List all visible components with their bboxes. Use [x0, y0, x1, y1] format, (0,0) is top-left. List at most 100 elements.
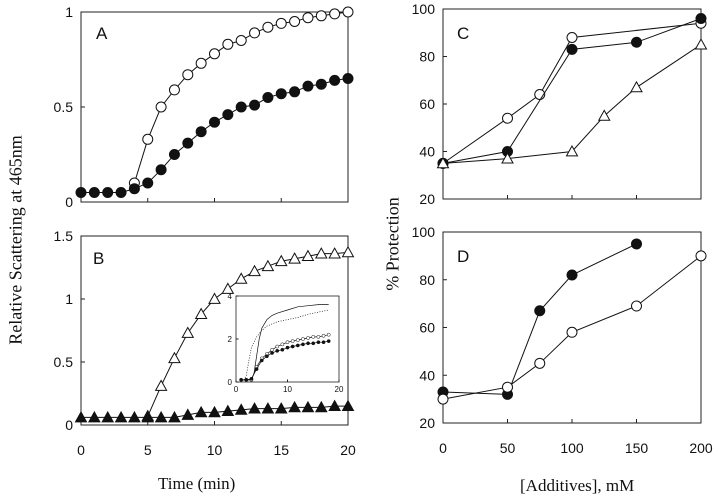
- data-point-filled-circles: [102, 187, 114, 198]
- series-line-filled-circles: [81, 78, 349, 193]
- data-point-filled-circles: [262, 92, 274, 103]
- data-point-filled-circles: [342, 73, 354, 84]
- y-tick-label: 1: [65, 4, 73, 20]
- right-x-axis-title: [Additives], mM: [520, 476, 635, 495]
- data-point-open-triangles: [436, 156, 450, 169]
- data-point-filled-circles: [244, 378, 249, 382]
- data-point-open-triangles: [314, 247, 328, 259]
- data-point-filled-circles: [695, 13, 707, 24]
- data-point-filled-triangles: [274, 402, 288, 414]
- data-point-filled-triangles: [141, 410, 155, 423]
- data-point-open-circles: [437, 393, 449, 405]
- data-point-filled-circles: [275, 88, 287, 100]
- y-tick-label: 0: [65, 194, 73, 210]
- data-point-filled-triangles: [288, 400, 301, 413]
- data-point-filled-circles: [326, 339, 331, 343]
- data-point-open-circles: [275, 344, 280, 349]
- panel-label-c: C: [457, 24, 470, 43]
- data-point-filled-triangles: [181, 408, 195, 420]
- data-point-filled-triangles: [101, 410, 115, 423]
- data-point-open-circles: [502, 112, 513, 124]
- plot-frame: [80, 11, 349, 203]
- data-point-filled-circles: [239, 378, 243, 382]
- data-point-open-circles: [195, 57, 207, 69]
- data-point-open-triangles: [694, 38, 708, 50]
- data-point-filled-circles: [75, 187, 87, 198]
- series-line-open-circles: [442, 255, 702, 400]
- data-point-open-triangles: [234, 272, 248, 284]
- data-point-open-circles: [695, 250, 707, 262]
- y-tick-label: 4: [228, 292, 233, 301]
- data-point-filled-circles: [301, 342, 305, 347]
- data-point-filled-triangles: [301, 400, 315, 413]
- data-point-open-circles: [631, 300, 642, 312]
- data-point-filled-triangles: [234, 403, 248, 415]
- panel-a: 00.51: [54, 4, 354, 210]
- x-tick-label: 20: [335, 385, 344, 394]
- series-line-open-triangles: [442, 44, 702, 164]
- data-point-open-triangles: [341, 245, 355, 258]
- data-point-filled-circles: [275, 348, 280, 353]
- data-point-open-circles: [168, 84, 180, 96]
- data-point-filled-circles: [566, 269, 578, 281]
- data-point-open-triangles: [301, 249, 315, 262]
- data-point-filled-circles: [88, 187, 100, 198]
- data-point-filled-circles: [115, 187, 127, 198]
- x-tick-label: 10: [207, 442, 223, 458]
- data-point-filled-triangles: [88, 410, 101, 423]
- panel-label-a: A: [96, 24, 108, 43]
- data-point-filled-circles: [316, 340, 321, 345]
- data-point-filled-triangles: [114, 410, 128, 423]
- y-tick-label: 20: [419, 191, 435, 207]
- data-point-filled-circles: [302, 80, 314, 92]
- y-tick-label: 0.5: [54, 99, 74, 115]
- y-tick-label: 80: [419, 49, 435, 65]
- data-point-open-circles: [262, 21, 274, 33]
- data-point-filled-circles: [280, 347, 285, 352]
- data-point-filled-triangles: [221, 404, 235, 417]
- x-tick-label: 50: [500, 440, 516, 456]
- x-tick-label: 100: [560, 440, 584, 456]
- data-point-open-circles: [311, 335, 316, 339]
- data-point-filled-triangles: [208, 405, 221, 418]
- data-point-filled-triangles: [74, 410, 88, 423]
- y-tick-label: 0.5: [54, 354, 74, 370]
- data-point-filled-circles: [631, 36, 642, 48]
- data-point-filled-circles: [289, 86, 301, 98]
- data-point-open-circles: [316, 335, 321, 339]
- data-point-open-triangles: [630, 80, 643, 93]
- data-point-filled-circles: [534, 305, 546, 317]
- data-point-filled-circles: [259, 358, 264, 363]
- data-point-filled-circles: [329, 74, 341, 86]
- x-tick-label: 0: [234, 385, 239, 394]
- data-point-filled-triangles: [248, 402, 261, 414]
- data-point-filled-triangles: [341, 399, 355, 411]
- x-tick-label: 150: [625, 440, 649, 456]
- x-tick-label: 10: [283, 385, 292, 394]
- data-point-open-triangles: [597, 109, 611, 121]
- y-tick-label: 0: [228, 378, 233, 387]
- data-point-open-triangles: [274, 254, 288, 267]
- y-tick-label: 60: [419, 96, 435, 112]
- data-point-filled-circles: [315, 78, 327, 90]
- data-point-filled-circles: [290, 344, 295, 349]
- y-tick-label: 40: [419, 367, 435, 383]
- data-point-open-triangles: [154, 379, 168, 391]
- data-point-open-circles: [566, 32, 578, 43]
- data-point-filled-circles: [285, 345, 290, 350]
- data-point-open-circles: [302, 12, 314, 24]
- data-point-open-circles: [534, 357, 546, 369]
- data-point-filled-circles: [249, 376, 254, 381]
- data-point-filled-circles: [182, 137, 194, 149]
- data-point-open-circles: [290, 339, 295, 343]
- data-point-filled-circles: [321, 340, 326, 345]
- y-tick-label: 80: [419, 272, 435, 288]
- data-point-filled-circles: [168, 149, 180, 160]
- data-point-open-circles: [182, 69, 194, 81]
- data-point-open-triangles: [194, 307, 208, 320]
- data-point-filled-circles: [306, 341, 310, 346]
- data-point-filled-circles: [195, 126, 207, 138]
